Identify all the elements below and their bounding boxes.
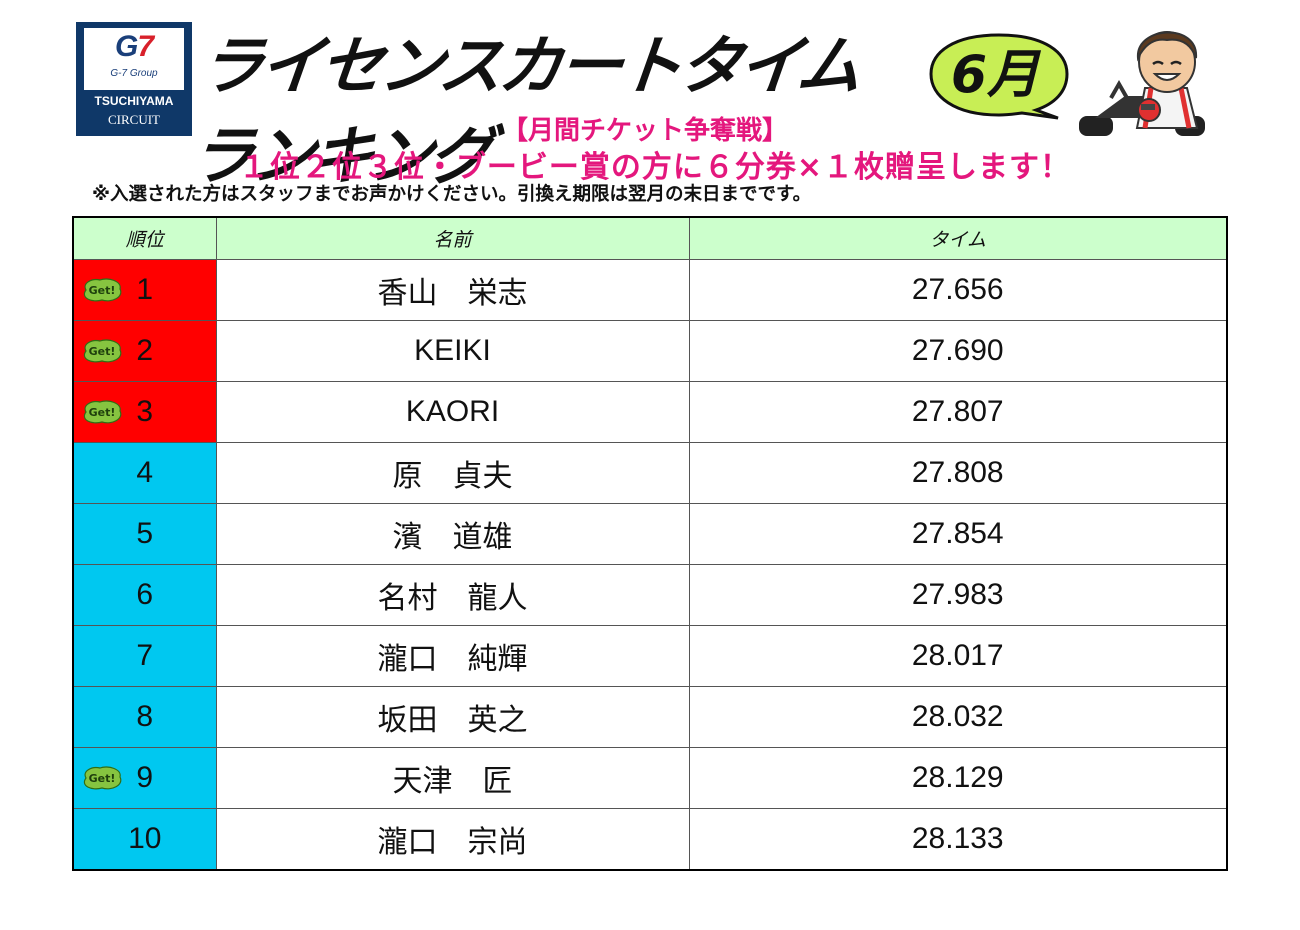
get-badge-icon: Get! (83, 278, 122, 302)
rank-cell: 6 (72, 564, 217, 626)
rank-cell: 2 Get! (72, 320, 217, 382)
table-row: 2 Get! KEIKI 27.690 (72, 320, 1228, 382)
time-cell: 28.017 (688, 625, 1228, 687)
table-row: 3 Get! KAORI 27.807 (72, 381, 1228, 443)
get-badge-label: Get! (89, 284, 116, 297)
get-badge-icon: Get! (83, 400, 122, 424)
time-cell: 28.133 (688, 808, 1228, 871)
get-badge-icon: Get! (83, 766, 122, 790)
name-cell: 名村 龍人 (215, 564, 690, 626)
header-name: 名前 (215, 216, 690, 260)
rank-cell: 3 Get! (72, 381, 217, 443)
rank-number: 3 (136, 395, 154, 428)
page-title: ライセンスカートタイムランキング (186, 30, 862, 194)
month-bubble (929, 33, 1069, 120)
header-time: タイム (688, 216, 1228, 260)
logo-group-text: G-7 Group (110, 68, 158, 79)
name-cell: 香山 栄志 (215, 259, 690, 321)
prize-text: １位２位３位・ブービー賞の方に６分券×１枚贈呈します！ (238, 150, 1072, 185)
header-rank: 順位 (72, 216, 217, 260)
time-cell: 27.690 (688, 320, 1228, 382)
logo-name-text: TSUCHIYAMA (94, 94, 174, 108)
logo-circuit-text: CIRCUIT (108, 112, 160, 127)
get-badge-icon: Get! (83, 339, 122, 363)
rank-cell: 4 (72, 442, 217, 504)
time-cell: 27.983 (688, 564, 1228, 626)
rank-cell: 10 (72, 808, 217, 871)
table-row: 1 Get! 香山 栄志 27.656 (72, 259, 1228, 321)
name-cell: KEIKI (215, 320, 690, 382)
table-row: 7 瀧口 純輝 28.017 (72, 625, 1228, 687)
get-badge-label: Get! (89, 772, 116, 785)
time-cell: 27.808 (688, 442, 1228, 504)
rank-number: 1 (136, 273, 154, 306)
rank-number: 7 (136, 639, 154, 672)
table-row: 5 濱 道雄 27.854 (72, 503, 1228, 565)
name-cell: 原 貞夫 (215, 442, 690, 504)
rank-number: 8 (136, 700, 154, 733)
name-cell: 瀧口 純輝 (215, 625, 690, 687)
ranking-table: 順位 名前 タイム 1 Get! 香山 栄志 27.656 2 Get! KEIKI 27.6… (72, 216, 1228, 871)
rank-number: 6 (136, 578, 154, 611)
rank-number: 9 (136, 761, 154, 794)
time-cell: 27.807 (688, 381, 1228, 443)
table-row: 4 原 貞夫 27.808 (72, 442, 1228, 504)
table-row: 6 名村 龍人 27.983 (72, 564, 1228, 626)
time-cell: 27.656 (688, 259, 1228, 321)
time-cell: 28.129 (688, 747, 1228, 809)
table-row: 8 坂田 英之 28.032 (72, 686, 1228, 748)
rank-cell: 5 (72, 503, 217, 565)
month-label: 6月 (950, 45, 1040, 105)
time-cell: 27.854 (688, 503, 1228, 565)
get-badge-label: Get! (89, 345, 116, 358)
rank-cell: 9 Get! (72, 747, 217, 809)
table-row: 9 Get! 天津 匠 28.129 (72, 747, 1228, 809)
table-row: 10 瀧口 宗尚 28.133 (72, 808, 1228, 871)
get-badge-label: Get! (89, 406, 116, 419)
rank-cell: 1 Get! (72, 259, 217, 321)
logo-emblem: G7 G-7 Group (84, 28, 184, 90)
name-cell: 瀧口 宗尚 (215, 808, 690, 871)
circuit-logo: G7 G-7 Group TSUCHIYAMA CIRCUIT (76, 22, 192, 136)
rank-number: 2 (136, 334, 154, 367)
name-cell: 濱 道雄 (215, 503, 690, 565)
notice-text: ※入選された方はスタッフまでお声かけください。引換え期限は翌月の末日までです。 (92, 184, 812, 205)
name-cell: KAORI (215, 381, 690, 443)
mascot-illustration (1079, 31, 1205, 136)
name-cell: 坂田 英之 (215, 686, 690, 748)
rank-number: 5 (136, 517, 154, 550)
table-header-row: 順位 名前 タイム (72, 216, 1228, 260)
logo-mark: G7 (114, 30, 154, 63)
rank-cell: 8 (72, 686, 217, 748)
time-cell: 28.032 (688, 686, 1228, 748)
name-cell: 天津 匠 (215, 747, 690, 809)
rank-cell: 7 (72, 625, 217, 687)
rank-number: 4 (136, 456, 154, 489)
campaign-heading: 【月間チケット争奪戦】 (501, 116, 788, 146)
rank-number: 10 (128, 822, 162, 855)
